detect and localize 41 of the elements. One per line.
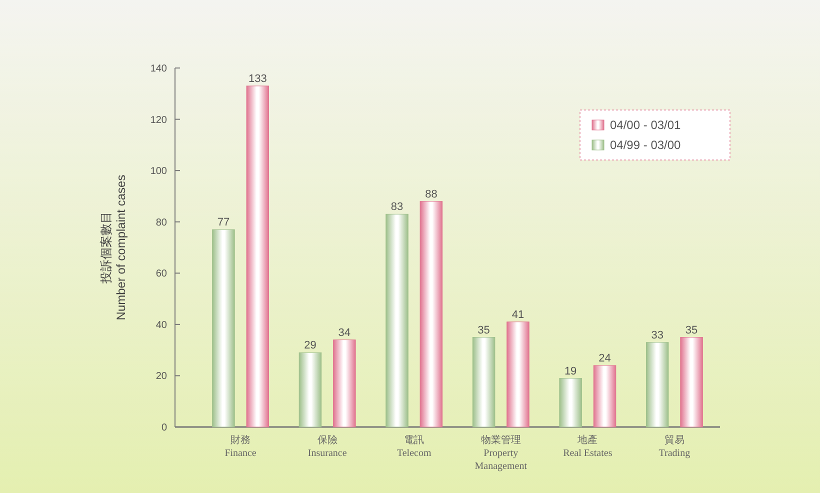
bar bbox=[646, 342, 669, 428]
y-tick-label: 20 bbox=[156, 371, 168, 382]
bar bbox=[472, 337, 496, 428]
x-tick-label: 電訊 Telecom bbox=[396, 434, 432, 459]
x-tick-label: 財務 Finance bbox=[224, 434, 257, 459]
x-tick-label: 保險 Insurance bbox=[308, 434, 348, 459]
data-label: 35 bbox=[685, 324, 698, 336]
x-tick-label: 地產 Real Estates bbox=[563, 434, 612, 459]
data-label: 29 bbox=[304, 340, 316, 352]
data-label: 133 bbox=[248, 72, 267, 85]
data-label: 34 bbox=[338, 326, 351, 339]
data-label: 88 bbox=[425, 188, 438, 200]
y-tick-label: 120 bbox=[150, 114, 168, 126]
legend-label: 04/00 - 03/01 bbox=[610, 118, 682, 132]
bar bbox=[680, 337, 703, 428]
data-label: 77 bbox=[217, 216, 230, 229]
bar bbox=[212, 229, 235, 428]
data-label: 19 bbox=[564, 365, 577, 378]
data-label: 35 bbox=[478, 324, 490, 336]
bar bbox=[386, 214, 408, 428]
legend-label: 04/99 - 03/00 bbox=[610, 138, 682, 152]
x-tick-label: 貿易 Trading bbox=[658, 434, 690, 459]
y-tick-label: 140 bbox=[150, 64, 168, 74]
data-label: 83 bbox=[390, 201, 404, 214]
bar bbox=[420, 201, 443, 428]
y-tick-label: 60 bbox=[156, 268, 168, 280]
bar bbox=[559, 378, 582, 428]
bar bbox=[593, 365, 616, 428]
y-tick-label: 40 bbox=[156, 320, 168, 331]
y-tick-label: 80 bbox=[156, 217, 168, 228]
y-tick-label: 100 bbox=[150, 166, 168, 178]
data-label: 33 bbox=[651, 329, 664, 342]
bar bbox=[246, 86, 270, 428]
x-tick-label: 物業管理 Property Management bbox=[474, 434, 528, 472]
bar bbox=[333, 340, 356, 428]
y-tick-label: 0 bbox=[161, 422, 168, 434]
data-label: 24 bbox=[598, 352, 611, 364]
bar bbox=[506, 322, 530, 428]
bar bbox=[298, 352, 322, 428]
data-label: 41 bbox=[512, 308, 524, 321]
y-axis-title: 投訴個案數目 Number of complaint cases bbox=[99, 174, 128, 320]
